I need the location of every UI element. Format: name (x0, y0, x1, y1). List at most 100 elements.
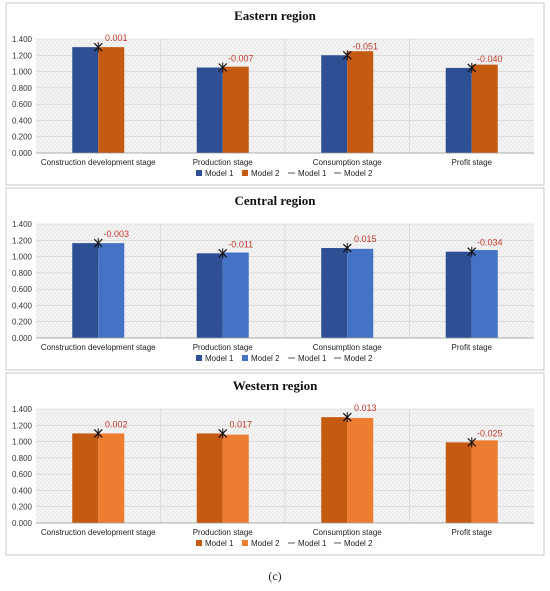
category-label: Consumption stage (313, 343, 382, 352)
chart-title: Central region (235, 193, 317, 208)
y-tick-label: 1.400 (12, 35, 33, 44)
category-label: Construction development stage (41, 528, 156, 537)
bar-model-2 (347, 248, 374, 338)
bar-model-2 (98, 47, 125, 154)
data-label: -0.011 (228, 239, 253, 249)
legend-label: Model 1 (298, 354, 327, 363)
legend-swatch (242, 355, 248, 361)
bar-model-1 (196, 433, 223, 523)
bar-model-1 (321, 417, 348, 523)
legend-label: Model 1 (298, 169, 327, 178)
y-tick-label: 0.800 (12, 454, 33, 463)
y-tick-label: 0.000 (12, 149, 33, 158)
bar-model-1 (72, 243, 99, 338)
error-marker (218, 429, 228, 438)
error-marker (342, 50, 352, 60)
y-tick-label: 0.200 (12, 318, 33, 327)
bar-model-1 (321, 55, 348, 153)
category-label: Production stage (193, 343, 254, 352)
legend: Model 1 Model 2 Model 1 Model 2 (196, 169, 373, 178)
legend: Model 1 Model 2 Model 1 Model 2 (196, 539, 373, 548)
bar-model-2 (471, 64, 498, 153)
legend-swatch (242, 540, 248, 546)
y-tick-label: 0.600 (12, 285, 33, 294)
bar-model-2 (471, 250, 498, 338)
chart-panel-1: Eastern region 0.000 0.200 0.400 0.600 0.800 1… (5, 2, 545, 186)
category-label: Production stage (193, 158, 254, 167)
error-marker (467, 247, 477, 257)
category-label: Profit stage (452, 343, 493, 352)
category-label: Consumption stage (313, 158, 382, 167)
data-label: -0.003 (103, 229, 129, 239)
y-tick-label: 0.200 (12, 503, 33, 512)
legend-label: Model 2 (344, 539, 373, 548)
legend-label: Model 2 (251, 539, 280, 548)
chart-title: Western region (233, 378, 318, 393)
bar-model-1 (196, 253, 223, 338)
y-tick-label: 0.200 (12, 133, 33, 142)
chart-panel-3: Western region 0.000 0.200 0.400 0.600 0.800 1… (5, 372, 545, 556)
category-label: Construction development stage (41, 158, 156, 167)
category-label: Consumption stage (313, 528, 382, 537)
bar-model-2 (471, 440, 498, 523)
error-marker (467, 63, 477, 73)
y-tick-label: 1.200 (12, 236, 33, 245)
category-label: Profit stage (452, 528, 493, 537)
figure-caption: (c) (268, 569, 281, 583)
y-tick-label: 1.000 (12, 438, 33, 447)
y-tick-label: 0.400 (12, 486, 33, 495)
error-marker (93, 42, 103, 52)
chart-title: Eastern region (234, 8, 316, 23)
bar-model-1 (196, 67, 223, 153)
y-tick-label: 0.000 (12, 334, 33, 343)
bar-model-2 (347, 417, 374, 523)
bar-model-1 (445, 442, 472, 523)
data-label: -0.040 (477, 54, 503, 64)
error-marker (342, 412, 352, 422)
bar-model-2 (98, 433, 125, 523)
data-label: -0.007 (228, 54, 254, 64)
legend-label: Model 2 (251, 354, 280, 363)
legend-label: Model 1 (205, 354, 234, 363)
y-tick-label: 1.200 (12, 51, 33, 60)
legend-swatch (196, 355, 202, 361)
y-tick-label: 1.000 (12, 68, 33, 77)
data-label: 0.017 (229, 419, 252, 429)
legend-label: Model 2 (344, 169, 373, 178)
y-tick-label: 1.000 (12, 253, 33, 262)
bar-model-1 (445, 251, 472, 338)
data-label: 0.002 (105, 419, 128, 429)
error-marker (467, 437, 477, 447)
y-tick-label: 1.200 (12, 421, 33, 430)
bar-model-2 (222, 66, 249, 153)
error-marker (342, 243, 352, 253)
bar-model-1 (321, 248, 348, 338)
category-label: Construction development stage (41, 343, 156, 352)
error-marker (93, 238, 103, 248)
error-marker (218, 248, 228, 258)
data-label: -0.034 (477, 238, 503, 248)
legend-swatch (196, 540, 202, 546)
bar-model-2 (222, 252, 249, 338)
y-tick-label: 1.400 (12, 220, 33, 229)
category-label: Production stage (193, 528, 254, 537)
data-label: 0.001 (105, 33, 128, 43)
y-tick-label: 0.400 (12, 116, 33, 125)
chart-panel-2: Central region 0.000 0.200 0.400 0.600 0.800 1… (5, 187, 545, 371)
bar-model-1 (72, 433, 99, 523)
y-tick-label: 0.400 (12, 301, 33, 310)
y-tick-label: 0.600 (12, 100, 33, 109)
y-tick-label: 1.400 (12, 405, 33, 414)
data-label: -0.025 (477, 428, 503, 438)
data-label: 0.015 (354, 234, 377, 244)
legend-label: Model 2 (251, 169, 280, 178)
bar-model-1 (72, 47, 99, 154)
y-tick-label: 0.800 (12, 269, 33, 278)
y-tick-label: 0.600 (12, 470, 33, 479)
legend-label: Model 1 (205, 169, 234, 178)
error-marker (218, 63, 228, 72)
legend-swatch (196, 170, 202, 176)
y-tick-label: 0.800 (12, 84, 33, 93)
legend-label: Model 1 (298, 539, 327, 548)
